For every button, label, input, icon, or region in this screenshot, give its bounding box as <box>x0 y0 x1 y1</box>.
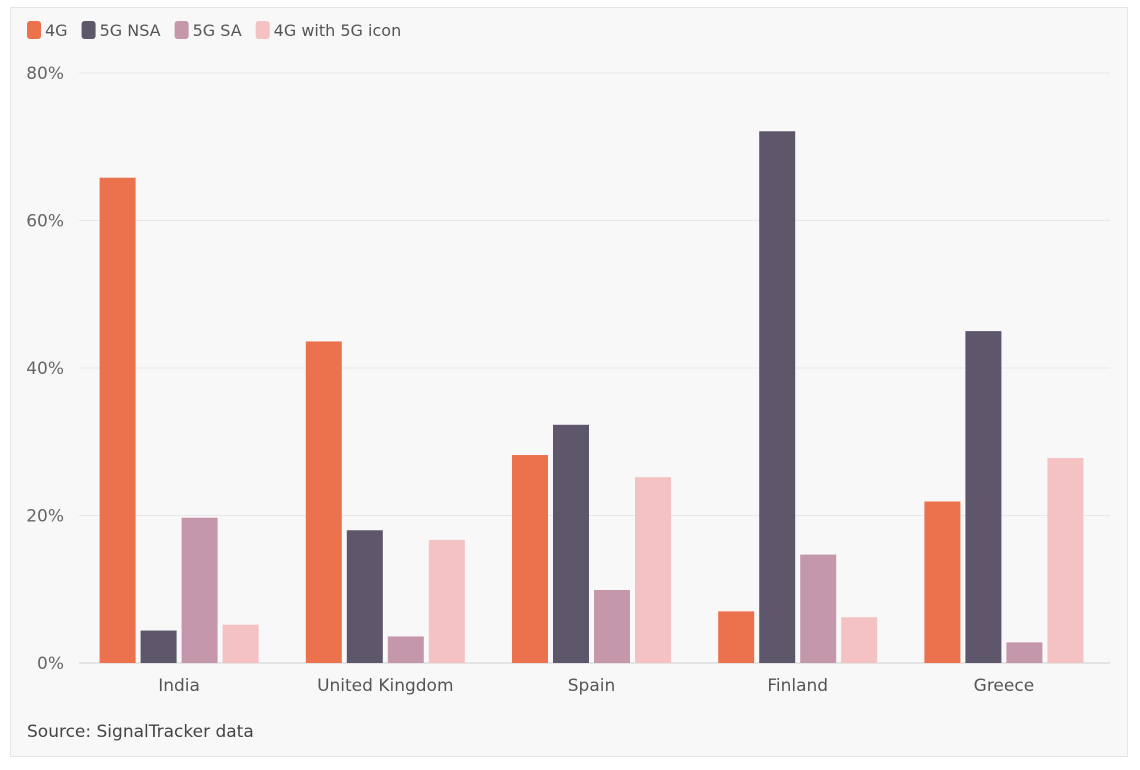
x-tick-label: Greece <box>974 676 1035 696</box>
legend-swatch <box>255 21 270 39</box>
legend: 4G 5G NSA 5G SA 4G with 5G icon <box>27 21 401 40</box>
bar-united-kingdom-4g <box>305 341 342 663</box>
y-tick-label: 60% <box>26 212 64 232</box>
bar-united-kingdom-4g-with-5g-icon <box>428 539 465 663</box>
bar-finland-4g-with-5g-icon <box>841 617 878 663</box>
bar-finland-4g <box>718 611 755 663</box>
legend-item: 5G NSA <box>81 21 161 40</box>
legend-swatch <box>27 21 41 39</box>
legend-item: 5G SA <box>174 21 242 40</box>
x-tick-label: Spain <box>568 676 616 696</box>
legend-swatch <box>174 21 189 39</box>
legend-label: 4G with 5G icon <box>274 21 402 40</box>
y-axis: 0% 20% 40% 60% 80% <box>26 64 64 674</box>
bar-finland-5g-sa <box>800 554 837 663</box>
bar-greece-5g-sa <box>1006 642 1043 663</box>
bar-spain-4g-with-5g-icon <box>635 477 671 663</box>
y-tick-label: 80% <box>26 64 64 84</box>
legend-swatch <box>81 21 96 39</box>
y-tick-label: 40% <box>26 359 64 379</box>
bar-spain-4g <box>512 455 548 663</box>
bar-spain-5g-nsa <box>553 424 589 663</box>
bar-india-5g-sa <box>181 517 218 663</box>
bar-finland-5g-nsa <box>759 131 796 663</box>
legend-label: 5G SA <box>193 21 242 40</box>
bar-greece-4g-with-5g-icon <box>1047 457 1084 663</box>
legend-label: 4G <box>45 21 68 40</box>
x-axis: India United Kingdom Spain Finland Greece <box>158 676 1034 696</box>
bar-india-4g <box>99 177 136 663</box>
bar-greece-4g <box>924 501 961 663</box>
y-tick-label: 0% <box>37 654 64 674</box>
legend-item: 4G <box>27 21 68 40</box>
legend-label: 5G NSA <box>100 21 161 40</box>
x-tick-label: India <box>158 676 200 696</box>
x-tick-label: Finland <box>767 676 828 696</box>
y-tick-label: 20% <box>26 507 64 527</box>
bar-united-kingdom-5g-nsa <box>346 530 383 663</box>
x-tick-label: United Kingdom <box>317 676 453 696</box>
bar-india-4g-with-5g-icon <box>222 624 259 663</box>
bar-greece-5g-nsa <box>965 331 1002 663</box>
legend-item: 4G with 5G icon <box>255 21 402 40</box>
bar-united-kingdom-5g-sa <box>387 636 424 663</box>
bars <box>99 131 1084 663</box>
source-note: Source: SignalTracker data <box>27 722 254 742</box>
bar-spain-5g-sa <box>594 589 630 663</box>
bar-india-5g-nsa <box>140 630 177 663</box>
